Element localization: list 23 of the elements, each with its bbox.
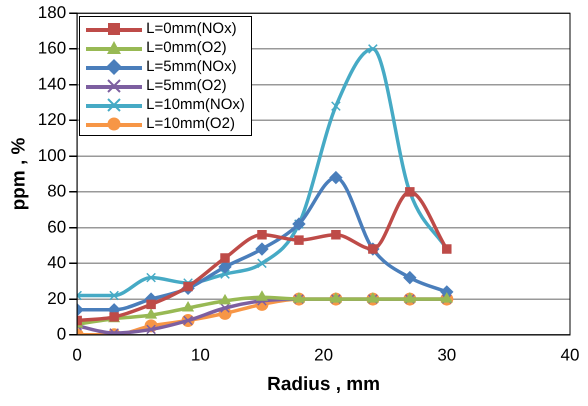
y-tick-label: 40 — [47, 253, 66, 272]
legend-label: L=0mm(O2) — [146, 38, 227, 58]
y-tick-label: 80 — [47, 182, 66, 201]
x-axis-title: Radius , mm — [267, 374, 380, 395]
x-tick-label: 30 — [437, 346, 456, 365]
y-tick-label: 60 — [47, 217, 66, 236]
legend-label: L=10mm(O2) — [146, 114, 235, 134]
x-tick-label: 0 — [72, 346, 82, 365]
y-tick-label: 140 — [38, 74, 66, 94]
x-tick-label: 10 — [190, 346, 210, 365]
y-tick-label: 180 — [38, 2, 66, 22]
y-axis-title: ppm , % — [8, 137, 30, 210]
legend-label: L=0mm(NOx) — [146, 19, 237, 38]
legend-label: L=10mm(NOx) — [146, 95, 245, 114]
y-tick-label: 0 — [56, 324, 66, 344]
y-tick-label: 20 — [47, 288, 66, 308]
x-tick-label: 20 — [314, 346, 334, 365]
legend-label: L=5mm(O2) — [146, 76, 227, 96]
x-tick-label: 40 — [560, 346, 580, 365]
y-tick-label: 100 — [38, 146, 66, 165]
legend-label: L=5mm(NOx) — [146, 57, 237, 76]
y-tick-label: 120 — [38, 110, 66, 130]
y-tick-label: 160 — [38, 38, 66, 58]
